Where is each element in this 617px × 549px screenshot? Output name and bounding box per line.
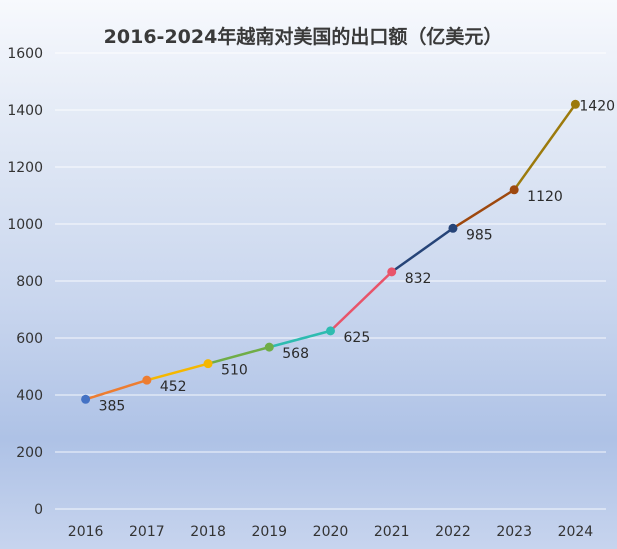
- chart-title: 2016-2024年越南对美国的出口额（亿美元）: [104, 25, 503, 48]
- y-tick-label: 400: [16, 388, 43, 404]
- x-tick-label: 2018: [190, 524, 226, 540]
- x-tick-label: 2023: [496, 524, 532, 540]
- x-tick-label: 2021: [374, 524, 410, 540]
- line-segment: [390, 227, 455, 274]
- series-points: [81, 99, 580, 404]
- data-point: [264, 342, 274, 352]
- data-point: [448, 223, 458, 233]
- data-label: 510: [221, 363, 248, 379]
- line-segment: [512, 103, 577, 192]
- line-segment: [84, 378, 149, 401]
- data-point: [142, 375, 152, 385]
- line-segment: [145, 362, 210, 382]
- y-tick-label: 800: [16, 274, 43, 290]
- data-point: [326, 326, 335, 336]
- line-segment: [268, 329, 332, 349]
- x-tick-label: 2016: [68, 524, 104, 540]
- y-axis-ticks: 0 200 400 600 800 1000 1200 1400 1600: [7, 46, 43, 518]
- data-point: [509, 185, 519, 195]
- line-segment: [451, 188, 516, 230]
- data-point: [387, 267, 397, 277]
- data-label: 985: [466, 227, 493, 243]
- data-point: [203, 359, 213, 369]
- data-label: 625: [344, 330, 371, 346]
- y-tick-label: 0: [34, 502, 43, 518]
- y-tick-label: 1200: [7, 160, 43, 176]
- y-tick-label: 1400: [7, 103, 43, 119]
- data-label: 1420: [579, 98, 615, 114]
- y-tick-label: 600: [16, 331, 43, 347]
- data-label: 1120: [527, 189, 563, 205]
- x-tick-label: 2022: [435, 524, 471, 540]
- data-label: 832: [405, 271, 432, 287]
- data-point: [81, 394, 91, 404]
- x-tick-label: 2019: [251, 524, 287, 540]
- data-label: 452: [160, 379, 187, 395]
- x-axis-ticks: 2016 2017 2018 2019 2020 2021 2022 2023 2024: [68, 524, 593, 540]
- data-label: 568: [282, 346, 309, 362]
- y-tick-label: 1000: [7, 217, 43, 233]
- x-tick-label: 2020: [313, 524, 349, 540]
- line-segment: [206, 345, 271, 365]
- data-labels: 385 452 510 568 625 832 985 1120 1420: [99, 98, 615, 414]
- y-tick-label: 200: [16, 445, 43, 461]
- x-tick-label: 2024: [558, 524, 594, 540]
- x-tick-label: 2017: [129, 524, 165, 540]
- data-label: 385: [99, 398, 126, 414]
- y-tick-label: 1600: [7, 46, 43, 62]
- gridlines: [55, 52, 606, 510]
- series-line: [84, 103, 577, 401]
- line-segment: [329, 270, 393, 333]
- data-point: [570, 99, 580, 109]
